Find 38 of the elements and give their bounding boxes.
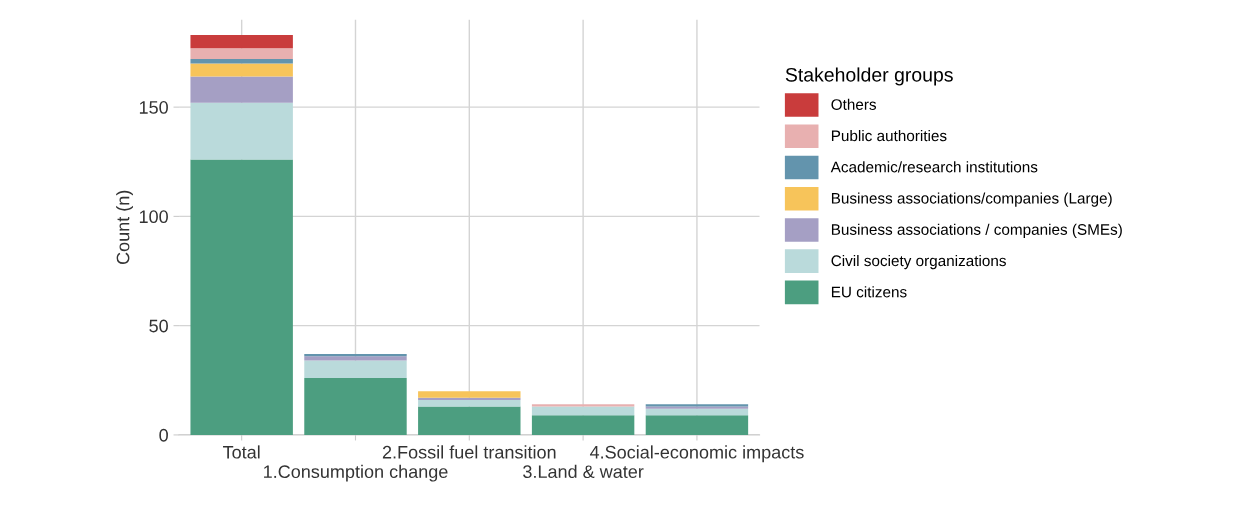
legend-label: Business associations/companies (Large): [831, 192, 1112, 207]
x-tick-label: Total: [223, 445, 260, 459]
x-tick-label: 3.Land & water: [523, 464, 644, 479]
bar: [190, 35, 293, 49]
legend-label: Business associations / companies (SMEs): [831, 223, 1122, 238]
legend-label: Public authorities: [831, 129, 947, 142]
bar: [304, 356, 407, 361]
bar: [190, 159, 293, 435]
bar: [304, 360, 407, 379]
legend-label: Civil society organizations: [831, 254, 1006, 270]
bar: [190, 76, 293, 103]
y-tick-label: 100: [139, 210, 168, 224]
bar: [531, 404, 635, 407]
legend-label: Others: [831, 98, 877, 110]
bar: [190, 59, 293, 64]
bar: [304, 354, 407, 357]
legend-label: Academic/research institutions: [830, 161, 1038, 173]
x-tick-label: 4.Social-economic impacts: [589, 445, 804, 463]
y-tick-label: 150: [139, 101, 168, 114]
legend-label: EU citizens: [831, 286, 907, 298]
bar: [531, 415, 635, 435]
bar: [190, 48, 293, 60]
y-tick-label: 0: [159, 428, 168, 442]
y-axis-title: Count (n): [116, 190, 133, 265]
bar: [418, 391, 521, 398]
bar: [190, 102, 293, 160]
bar: [645, 408, 749, 416]
x-tick-label: 1.Consumption change: [264, 464, 448, 482]
legend-title: Stakeholder groups: [785, 67, 953, 86]
bar: [418, 406, 521, 435]
bar: [418, 397, 521, 400]
bar: [531, 406, 635, 416]
bar: [418, 399, 521, 407]
bar: [304, 378, 407, 435]
bar: [190, 63, 293, 77]
y-tick-label: 50: [149, 319, 168, 333]
bar: [645, 415, 749, 435]
x-tick-label: 2.Fossil fuel transition: [382, 445, 556, 459]
